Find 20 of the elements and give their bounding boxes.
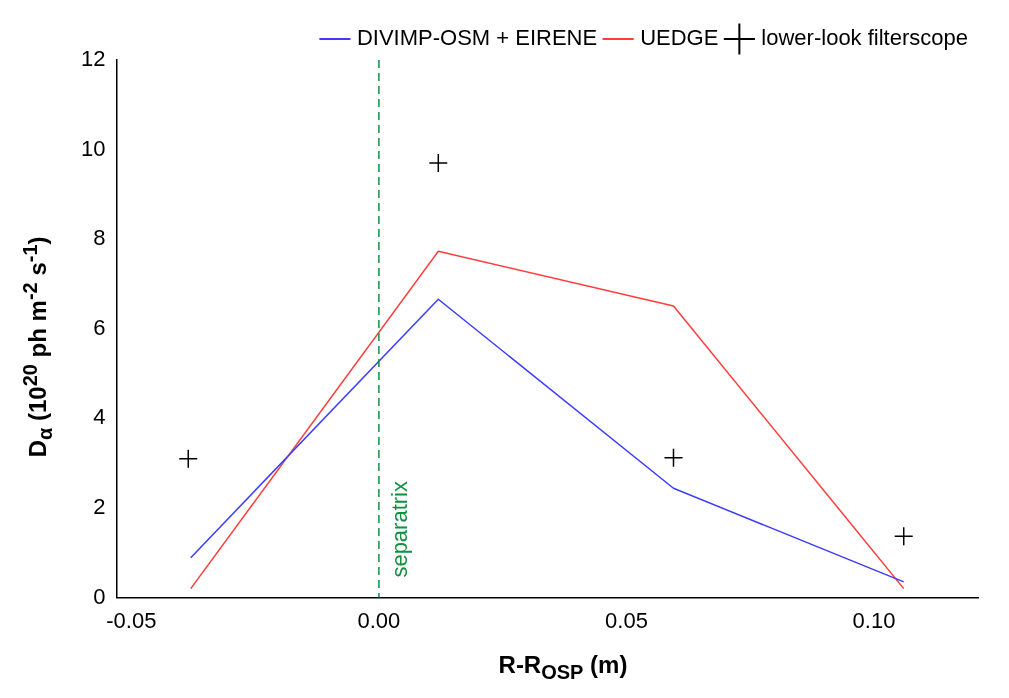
x-tick-label: 0.10 xyxy=(852,607,896,633)
y-tick-label: 10 xyxy=(80,135,106,161)
y-tick-label: 0 xyxy=(93,583,106,609)
y-tick-label: 2 xyxy=(93,494,106,520)
y-tick-label: 12 xyxy=(80,46,106,72)
x-axis-title: R-R$_{OSP}$ (m) xyxy=(497,651,629,684)
x-tick-label: -0.05 xyxy=(106,607,157,633)
x-tick-label: 0.00 xyxy=(357,607,401,633)
point xyxy=(178,448,199,469)
y-tick-label: 4 xyxy=(93,404,106,430)
legend-label: DIVIMP-OSM + EIRENE xyxy=(356,25,598,51)
y-tick-label: 6 xyxy=(93,314,106,340)
ref-line-label: separatrix xyxy=(386,481,412,578)
y-tick-label: 8 xyxy=(93,225,106,251)
point xyxy=(663,448,684,468)
point xyxy=(893,526,914,546)
legend-label: lower-look filterscope xyxy=(761,25,968,51)
legend-label: UEDGE xyxy=(640,25,719,51)
x-tick-label: 0.05 xyxy=(605,607,648,633)
point xyxy=(428,153,449,173)
